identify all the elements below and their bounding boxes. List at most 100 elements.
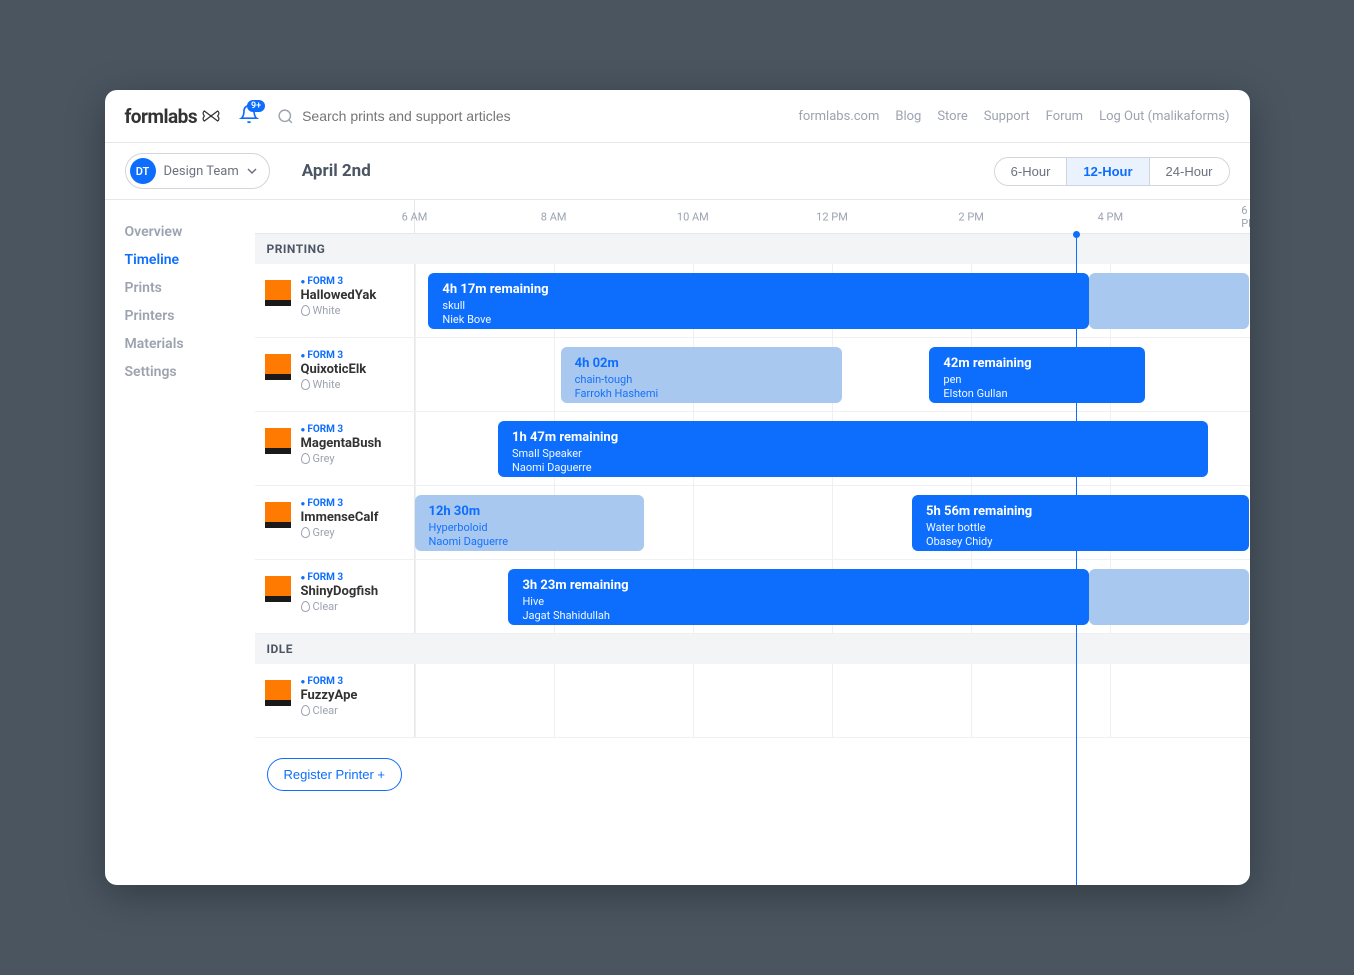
bar-user: Farrokh Hashemi — [575, 387, 829, 402]
bar-user: Naomi Daguerre — [512, 461, 1194, 476]
team-name: Design Team — [164, 164, 239, 179]
logo-butterfly-icon — [201, 108, 221, 124]
app-window: formlabs 9+ formlabs.com Blog Store Support… — [105, 90, 1250, 885]
top-nav-links: formlabs.com Blog Store Support Forum Log Out… — [798, 109, 1229, 124]
range-button[interactable]: 24-Hour — [1150, 158, 1229, 185]
range-button[interactable]: 12-Hour — [1067, 158, 1149, 185]
section-header: PRINTING — [255, 234, 1250, 264]
sidebar-item[interactable]: Overview — [125, 218, 255, 246]
print-job-bar[interactable]: 3h 23m remainingHiveJagat Shahidullah — [508, 569, 1089, 625]
sidebar-item[interactable]: Printers — [125, 302, 255, 330]
printer-row: FORM 3QuixoticElkWhite 4h 02mchain-toughF… — [255, 338, 1250, 412]
sidebar-item[interactable]: Prints — [125, 274, 255, 302]
printer-model: FORM 3 — [301, 498, 379, 509]
printer-info-cell[interactable]: FORM 3QuixoticElkWhite — [255, 338, 415, 411]
register-printer-button[interactable]: Register Printer + — [267, 758, 403, 791]
hour-labels: 6 AM8 AM10 AM12 PM2 PM4 PM6 PM — [415, 200, 1250, 233]
top-link[interactable]: Log Out (malikaforms) — [1099, 109, 1229, 124]
timeline-track: 3h 23m remainingHiveJagat Shahidullah — [415, 560, 1250, 633]
logo[interactable]: formlabs — [125, 105, 222, 128]
timeline: 6 AM8 AM10 AM12 PM2 PM4 PM6 PM PRINTINGF… — [255, 200, 1250, 885]
printer-name: FuzzyApe — [301, 688, 358, 703]
bar-job-name: Water bottle — [926, 521, 1235, 536]
print-job-bar[interactable] — [1089, 273, 1249, 329]
print-job-bar[interactable]: 12h 30mHyperboloidNaomi Daguerre — [415, 495, 645, 551]
printer-row: FORM 3MagentaBushGrey 1h 47m remainingSma… — [255, 412, 1250, 486]
date-title: April 2nd — [302, 161, 371, 181]
team-avatar: DT — [130, 158, 156, 184]
printer-material: White — [301, 304, 377, 317]
bar-title: 4h 17m remaining — [442, 281, 1075, 299]
printer-model: FORM 3 — [301, 424, 382, 435]
bar-job-name: pen — [943, 373, 1131, 388]
print-job-bar[interactable]: 1h 47m remainingSmall SpeakerNaomi Dague… — [498, 421, 1208, 477]
printer-icon — [265, 502, 291, 532]
printer-info-cell[interactable]: FORM 3FuzzyApeClear — [255, 664, 415, 737]
printer-material: White — [301, 378, 367, 391]
top-link[interactable]: Support — [984, 109, 1030, 124]
print-job-bar[interactable]: 42m remainingpenElston Gullan — [929, 347, 1145, 403]
subbar: DT Design Team April 2nd 6-Hour12-Hour24… — [105, 143, 1250, 200]
sidebar-item[interactable]: Materials — [125, 330, 255, 358]
printer-material: Clear — [301, 704, 358, 717]
printer-row: FORM 3ShinyDogfishClear 3h 23m remainingH… — [255, 560, 1250, 634]
hour-label: 2 PM — [958, 210, 983, 223]
timeline-body: PRINTINGFORM 3HallowedYakWhite4h 17m rem… — [255, 234, 1250, 885]
search-input[interactable] — [302, 108, 602, 124]
bar-title: 1h 47m remaining — [512, 429, 1194, 447]
topbar: formlabs 9+ formlabs.com Blog Store Support… — [105, 90, 1250, 143]
printer-material: Clear — [301, 600, 379, 613]
print-job-bar[interactable] — [1089, 569, 1249, 625]
hour-label: 10 AM — [677, 210, 709, 223]
printer-name: ImmenseCalf — [301, 510, 379, 525]
team-selector[interactable]: DT Design Team — [125, 153, 270, 189]
printer-name: ShinyDogfish — [301, 584, 379, 599]
printer-info-cell[interactable]: FORM 3MagentaBushGrey — [255, 412, 415, 485]
printer-model: FORM 3 — [301, 276, 377, 287]
printer-row: FORM 3FuzzyApeClear — [255, 664, 1250, 738]
printer-icon — [265, 680, 291, 710]
logo-text: formlabs — [125, 105, 198, 128]
search-box[interactable] — [277, 108, 780, 125]
top-link[interactable]: Blog — [895, 109, 921, 124]
bar-job-name: skull — [442, 299, 1075, 314]
timeline-track: 1h 47m remainingSmall SpeakerNaomi Dague… — [415, 412, 1250, 485]
bar-job-name: Hyperboloid — [429, 521, 631, 536]
printer-material: Grey — [301, 452, 382, 465]
range-button[interactable]: 6-Hour — [995, 158, 1068, 185]
bar-user: Jagat Shahidullah — [522, 609, 1075, 624]
timeline-track — [415, 664, 1250, 737]
printer-model: FORM 3 — [301, 676, 358, 687]
print-job-bar[interactable]: 5h 56m remainingWater bottleObasey Chidy — [912, 495, 1249, 551]
printer-name: MagentaBush — [301, 436, 382, 451]
sidebar: OverviewTimelinePrintsPrintersMaterialsS… — [105, 200, 255, 885]
hour-label: 6 AM — [402, 210, 428, 223]
print-job-bar[interactable]: 4h 02mchain-toughFarrokh Hashemi — [561, 347, 843, 403]
sidebar-item[interactable]: Timeline — [125, 246, 255, 274]
hour-label: 8 AM — [541, 210, 567, 223]
sidebar-item[interactable]: Settings — [125, 358, 255, 386]
printer-info-cell[interactable]: FORM 3HallowedYakWhite — [255, 264, 415, 337]
timeline-track: 4h 17m remainingskullNiek Bove — [415, 264, 1250, 337]
search-icon — [277, 108, 294, 125]
drop-icon — [301, 379, 310, 390]
printer-info-cell[interactable]: FORM 3ShinyDogfishClear — [255, 560, 415, 633]
top-link[interactable]: Store — [937, 109, 967, 124]
print-job-bar[interactable]: 4h 17m remainingskullNiek Bove — [428, 273, 1089, 329]
bar-title: 3h 23m remaining — [522, 577, 1075, 595]
hour-label: 6 PM — [1241, 204, 1249, 230]
notification-badge: 9+ — [247, 100, 265, 112]
notification-bell[interactable]: 9+ — [239, 104, 259, 128]
printer-info-cell[interactable]: FORM 3ImmenseCalfGrey — [255, 486, 415, 559]
drop-icon — [301, 601, 310, 612]
time-range-toggle: 6-Hour12-Hour24-Hour — [994, 157, 1230, 186]
drop-icon — [301, 305, 310, 316]
printer-row: FORM 3ImmenseCalfGrey12h 30mHyperboloidN… — [255, 486, 1250, 560]
printer-icon — [265, 280, 291, 310]
top-link[interactable]: Forum — [1046, 109, 1083, 124]
printer-name: QuixoticElk — [301, 362, 367, 377]
top-link[interactable]: formlabs.com — [798, 109, 879, 124]
bar-job-name: Small Speaker — [512, 447, 1194, 462]
printer-icon — [265, 354, 291, 384]
drop-icon — [301, 705, 310, 716]
